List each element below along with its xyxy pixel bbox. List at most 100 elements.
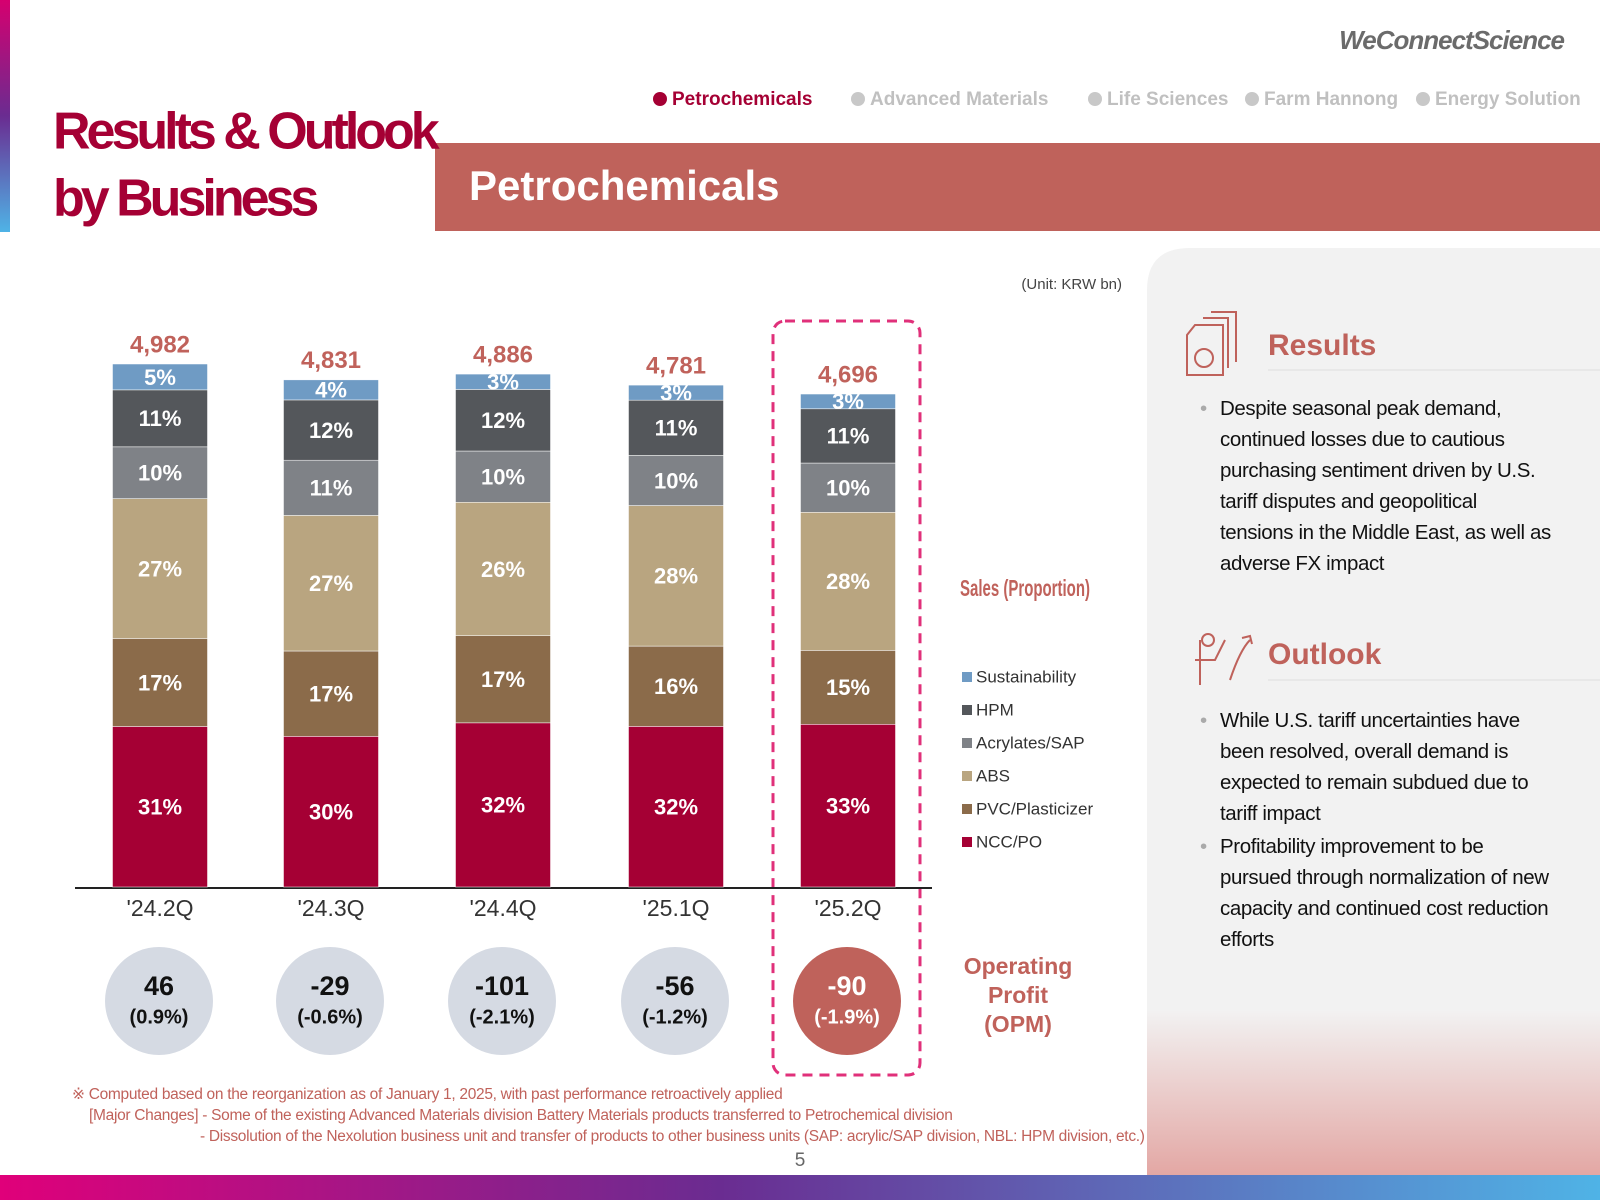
bar-segment [112,726,208,888]
profit-circle [621,947,729,1055]
bar-segment [112,363,208,391]
profit-circle [105,947,213,1055]
nav-item: Petrochemicals [672,89,812,110]
bar-segment [112,638,208,727]
profit-circle [793,947,901,1055]
bar-segment [800,724,896,888]
value-label: 4% [315,378,347,403]
bar-segment [112,389,208,448]
outlook-bullets: While U.S. tariff uncertainties have bee… [1200,705,1555,957]
outlook-icon [1195,634,1253,685]
legend-label: PVC/Plasticizer [976,799,1093,818]
value-label: 12% [309,418,353,443]
x-tick-label: '25.2Q [814,895,881,921]
value-label: 11% [310,476,353,501]
bottom-bar [0,1175,1600,1200]
legend-swatch [962,771,972,781]
panel-image [1147,1010,1600,1175]
value-label: 5% [144,365,176,390]
nav-dot [653,92,667,106]
profit-value: -56 [655,971,694,1001]
value-label: 10% [654,468,698,493]
results-icon [1194,348,1214,368]
outlook-title: Outlook [1268,638,1382,671]
unit: (Unit: KRW bn) [1021,276,1122,293]
sales-label: Sales (Proportion) [960,575,1090,601]
profit-circle [276,947,384,1055]
footnote: - Dissolution of the Nexolution business… [200,1128,1145,1145]
value-label: 10% [138,461,182,486]
value-label: 3% [660,380,692,405]
section-title: Petrochemicals [469,162,780,209]
opm-label: (-0.6%) [297,1006,363,1028]
nav-item: Farm Hannong [1264,89,1398,110]
nav-dot [1416,92,1430,106]
legend-swatch [962,837,972,847]
opm-label: (-1.2%) [642,1006,708,1028]
highlight-box [771,319,922,1077]
bar-segment [283,650,379,737]
profit-value: 46 [144,971,174,1001]
bullet: While U.S. tariff uncertainties have bee… [1200,705,1555,829]
total-label: 4,982 [130,331,190,358]
bar-segment [112,446,208,499]
bar-segment [455,722,551,888]
logo: WeConnectScience [1339,25,1564,55]
section-band [435,143,1600,231]
value-label: 11% [655,416,698,441]
legend-label: Sustainability [976,667,1077,686]
nav-dot [1088,92,1102,106]
legend-swatch [962,705,972,715]
nav-item: Life Sciences [1107,89,1228,110]
legend-label: Acrylates/SAP [976,733,1085,752]
legend-label: HPM [976,700,1014,719]
bar-segment [628,645,724,727]
value-label: 26% [481,557,525,582]
page-number: 5 [795,1150,806,1171]
footnote: [Major Changes] - Some of the existing A… [89,1107,953,1124]
bar-segment [283,399,379,461]
page-title: Results & Outlook [53,103,440,161]
value-label: 10% [826,476,870,501]
x-tick-label: '24.4Q [469,895,536,921]
profit-circle [448,947,556,1055]
value-label: 27% [138,556,182,581]
bar-segment [800,408,896,464]
bar-segment [112,498,208,639]
x-tick-label: '24.2Q [126,895,193,921]
legend-swatch [962,738,972,748]
profit-value: -29 [310,971,349,1001]
legend-label: ABS [976,766,1010,785]
opm-label: (0.9%) [130,1006,189,1028]
value-label: 31% [138,795,182,820]
total-label: 4,886 [473,341,533,368]
value-label: 17% [481,667,525,692]
bar-segment [283,736,379,888]
total-label: 4,696 [818,361,878,388]
bar-segment [455,635,551,724]
opm-label: (-2.1%) [469,1006,535,1028]
op-label: Profit [988,982,1048,1008]
value-label: 28% [826,569,870,594]
bar-segment [800,512,896,651]
value-label: 30% [309,799,353,824]
bar-segment [628,505,724,647]
value-label: 11% [139,406,182,431]
bar-segment [455,389,551,452]
value-label: 17% [138,670,182,695]
results-icon [1186,311,1237,376]
bar-segment [283,515,379,652]
legend-swatch [962,804,972,814]
value-label: 3% [832,389,864,414]
op-label: Operating [964,953,1073,979]
value-label: 10% [481,464,525,489]
outlook-icon [1201,633,1215,647]
bar-segment [628,726,724,888]
x-tick-label: '25.1Q [642,895,709,921]
bar-segment [628,455,724,506]
opm-label: (-1.9%) [814,1006,880,1028]
bar-segment [455,502,551,636]
value-label: 32% [654,795,698,820]
value-label: 11% [827,424,870,449]
